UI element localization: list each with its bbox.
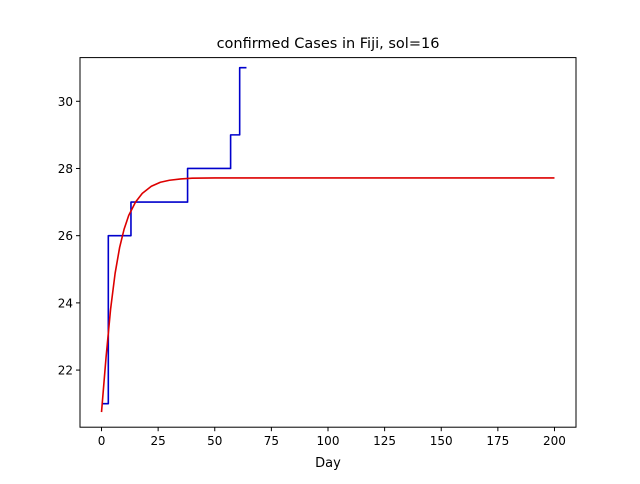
y-tick-label: 22 [58,364,73,378]
x-tick-label: 125 [373,434,396,448]
series-layer [100,66,555,413]
x-axis-label: Day [315,456,341,471]
plot-frame [79,57,577,428]
y-tick-label: 26 [58,229,73,243]
series-line-1 [101,66,247,405]
x-tick-label: 75 [264,434,279,448]
axes: 0 25 50 75 100 125 150 175 200 22 24 26 28 30 [58,95,566,448]
y-tick-label: 28 [58,162,73,176]
x-tick-label: 0 [98,434,106,448]
x-tick-label: 150 [430,434,453,448]
y-tick-label: 30 [58,95,73,109]
x-tick-label: 25 [150,434,165,448]
x-tick-label: 100 [317,434,340,448]
x-tick-label: 175 [486,434,509,448]
chart-title: confirmed Cases in Fiji, sol=16 [217,36,440,52]
y-tick-label: 24 [58,296,73,310]
x-tick-label: 200 [543,434,566,448]
x-tick-label: 50 [207,434,222,448]
series-line-2 [100,177,555,413]
